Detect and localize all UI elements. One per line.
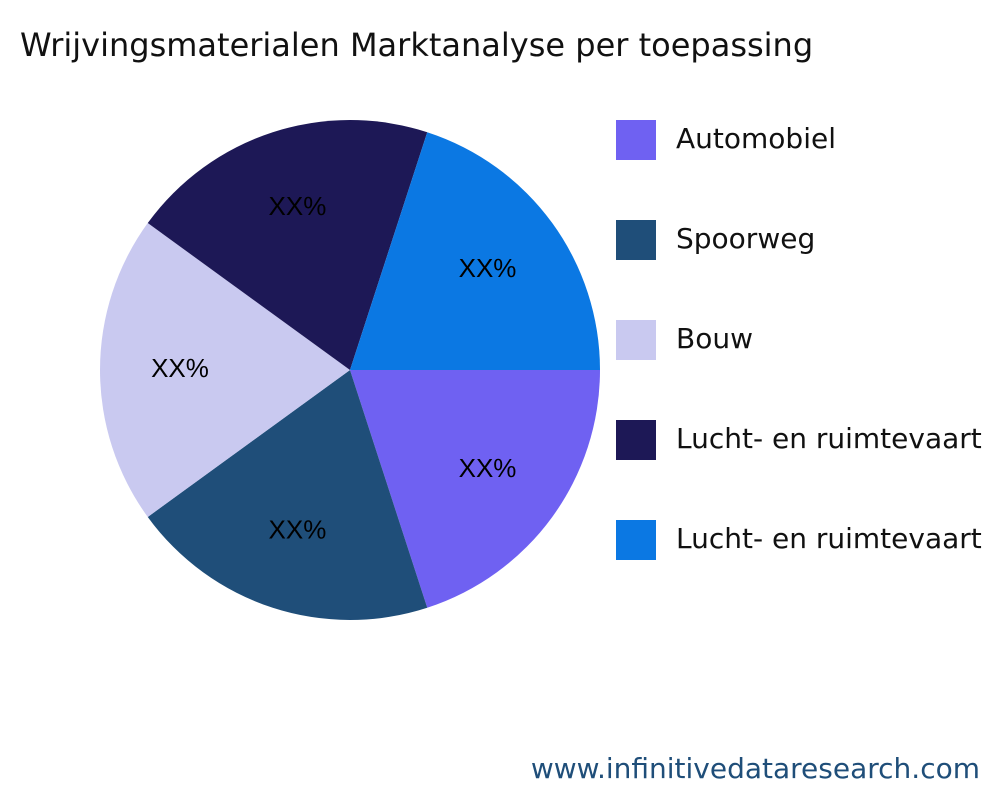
- slice-label: XX%: [459, 453, 517, 483]
- legend-swatch: [616, 420, 656, 460]
- legend-label: Lucht- en ruimtevaart: [676, 522, 982, 555]
- legend-swatch: [616, 520, 656, 560]
- legend-label: Lucht- en ruimtevaart: [676, 422, 982, 455]
- pie-slice: [147, 370, 428, 620]
- pie-slice: [147, 120, 428, 370]
- watermark: www.infinitivedataresearch.com: [531, 752, 980, 785]
- legend-swatch: [616, 320, 656, 360]
- chart-title: Wrijvingsmaterialen Marktanalyse per toe…: [20, 26, 813, 64]
- slice-label: XX%: [269, 191, 327, 221]
- slice-label: XX%: [151, 353, 209, 383]
- legend-swatch: [616, 220, 656, 260]
- slice-label: XX%: [459, 253, 517, 283]
- legend-label: Spoorweg: [676, 222, 815, 255]
- legend-swatch: [616, 120, 656, 160]
- slice-label: XX%: [269, 515, 327, 545]
- legend-label: Automobiel: [676, 122, 836, 155]
- pie-slice: [350, 370, 600, 608]
- pie-slice: [100, 223, 350, 517]
- legend-label: Bouw: [676, 322, 753, 355]
- pie-slice: [350, 132, 600, 370]
